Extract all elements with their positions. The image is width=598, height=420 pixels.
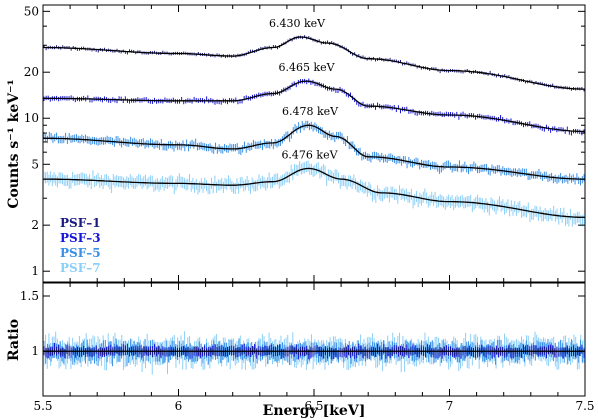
y-tick-label: 2 (31, 218, 39, 232)
model-curve-series-1 (43, 36, 585, 90)
x-tick-label: 6.5 (304, 399, 323, 413)
ratio-y-tick-label: 1 (31, 344, 39, 358)
y-tick-label: 10 (24, 111, 39, 125)
x-tick-label: 7 (446, 399, 454, 413)
legend-entry-series-3: PSF–5 (60, 246, 101, 260)
y-tick-label: 5 (31, 157, 39, 171)
peak-label-series-1: 6.430 keV (269, 17, 326, 30)
x-tick-label: 5.5 (33, 399, 52, 413)
x-tick-label: 6 (175, 399, 183, 413)
legend-entry-series-2: PSF–3 (60, 231, 101, 245)
ticks: 1 2 5 10 20 50 1 1.5 5.5 6 6.5 7 7.5 (20, 4, 595, 413)
model-curve-series-2 (43, 80, 585, 133)
legend-entry-series-4: PSF–7 (60, 261, 101, 275)
y-tick-label: 20 (24, 65, 39, 79)
spectrum-y-axis-title: Counts s⁻¹ keV⁻¹ (6, 79, 22, 208)
x-axis-title: Energy [keV] (263, 403, 366, 419)
ratio-y-axis-title: Ratio (6, 319, 22, 361)
spectrum-panel-frame (42, 4, 586, 283)
spectrum-models (42, 36, 585, 218)
peak-label-series-2: 6.465 keV (278, 61, 335, 74)
legend-entry-series-1: PSF–1 (60, 216, 101, 230)
model-curve-series-3 (42, 124, 585, 180)
ratio-data (43, 331, 585, 375)
ratio-panel-frame (42, 282, 586, 397)
x-tick-label: 7.5 (575, 399, 594, 413)
peak-label-series-3: 6.478 keV (282, 105, 339, 118)
peak-label-series-4: 6.476 keV (281, 148, 338, 161)
model-curve-series-4 (43, 167, 585, 218)
y-tick-label: 50 (24, 4, 39, 18)
y-tick-label: 1 (31, 264, 39, 278)
peak-labels: 6.430 keV 6.465 keV 6.478 keV 6.476 keV (269, 17, 339, 161)
ratio-y-tick-label: 1.5 (20, 289, 39, 303)
